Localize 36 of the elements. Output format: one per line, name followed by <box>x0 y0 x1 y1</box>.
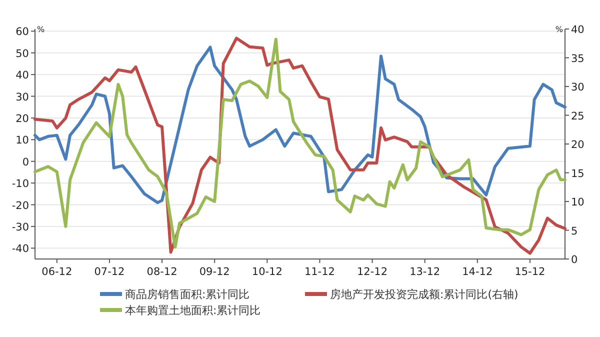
y-tick-label: -20 <box>12 200 29 212</box>
x-tick-label: 11-12 <box>304 266 335 278</box>
y2-tick-label: 0 <box>571 254 578 266</box>
y-tick-label: 30 <box>16 91 29 104</box>
y2-tick-label: 25 <box>571 110 584 122</box>
y-tick-label: 0 <box>22 156 29 168</box>
x-tick-label: 15-12 <box>514 266 546 278</box>
x-tick-label: 10-12 <box>252 266 282 278</box>
y-tick-label: 50 <box>16 48 29 60</box>
y-axis-title: % <box>37 25 45 34</box>
y-tick-label: -30 <box>12 221 29 234</box>
y-tick-label: -40 <box>12 243 29 256</box>
y2-tick-label: 20 <box>571 139 584 151</box>
y2-axis-title: % <box>555 25 564 34</box>
legend-label: 房地产开发投资完成额:累计同比(右轴) <box>330 288 518 301</box>
x-tick-label: 08-12 <box>146 266 178 278</box>
legend-label: 本年购置土地面积:累计同比 <box>125 304 261 317</box>
y-tick-label: 10 <box>16 134 29 147</box>
y2-tick-label: 30 <box>571 82 584 94</box>
y2-tick-label: 15 <box>571 168 584 180</box>
y-tick-label: -10 <box>12 178 29 190</box>
y-tick-label: 60 <box>16 26 29 38</box>
x-tick-label: 12-12 <box>357 266 388 278</box>
legend-label: 商品房销售面积:累计同比 <box>125 288 250 301</box>
y2-tick-label: 40 <box>571 24 584 36</box>
x-tick-label: 14-12 <box>462 266 493 278</box>
line-series <box>34 46 566 204</box>
x-tick-label: 13-12 <box>410 266 440 278</box>
y-tick-label: 20 <box>16 112 29 125</box>
x-tick-label: 07-12 <box>94 266 125 278</box>
y2-tick-label: 35 <box>571 52 584 65</box>
y2-tick-label: 10 <box>571 196 584 208</box>
y-tick-label: 40 <box>16 70 29 82</box>
x-tick-label: 06-12 <box>42 266 72 278</box>
x-tick-label: 09-12 <box>199 266 230 278</box>
y2-tick-label: 5 <box>571 225 578 238</box>
